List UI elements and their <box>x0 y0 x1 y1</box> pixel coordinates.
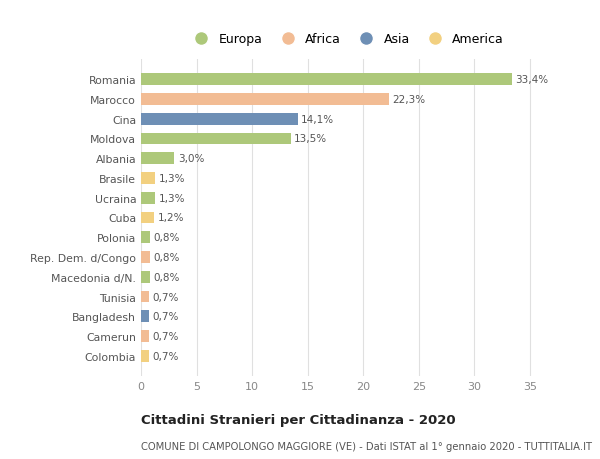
Bar <box>141 330 149 342</box>
Text: 1,3%: 1,3% <box>159 174 185 184</box>
Text: Cittadini Stranieri per Cittadinanza - 2020: Cittadini Stranieri per Cittadinanza - 2… <box>141 413 455 426</box>
Bar <box>141 153 175 165</box>
Text: 0,7%: 0,7% <box>152 312 178 322</box>
Legend: Europa, Africa, Asia, America: Europa, Africa, Asia, America <box>184 28 509 51</box>
Text: 1,2%: 1,2% <box>158 213 184 223</box>
Text: 0,8%: 0,8% <box>153 272 179 282</box>
Bar <box>141 311 149 323</box>
Text: 0,7%: 0,7% <box>152 351 178 361</box>
Bar <box>141 94 389 106</box>
Text: COMUNE DI CAMPOLONGO MAGGIORE (VE) - Dati ISTAT al 1° gennaio 2020 - TUTTITALIA.: COMUNE DI CAMPOLONGO MAGGIORE (VE) - Dat… <box>141 441 592 451</box>
Bar <box>141 252 150 263</box>
Bar <box>141 271 150 283</box>
Bar <box>141 232 150 244</box>
Text: 0,8%: 0,8% <box>153 252 179 263</box>
Bar <box>141 291 149 303</box>
Text: 22,3%: 22,3% <box>392 95 425 105</box>
Bar <box>141 350 149 362</box>
Text: 14,1%: 14,1% <box>301 114 334 124</box>
Bar <box>141 133 291 145</box>
Bar <box>141 74 512 86</box>
Text: 1,3%: 1,3% <box>159 193 185 203</box>
Text: 0,7%: 0,7% <box>152 331 178 341</box>
Text: 13,5%: 13,5% <box>294 134 328 144</box>
Bar <box>141 173 155 185</box>
Text: 0,7%: 0,7% <box>152 292 178 302</box>
Text: 3,0%: 3,0% <box>178 154 204 164</box>
Bar <box>141 192 155 204</box>
Text: 33,4%: 33,4% <box>515 75 548 85</box>
Text: 0,8%: 0,8% <box>153 233 179 243</box>
Bar <box>141 113 298 125</box>
Bar <box>141 212 154 224</box>
